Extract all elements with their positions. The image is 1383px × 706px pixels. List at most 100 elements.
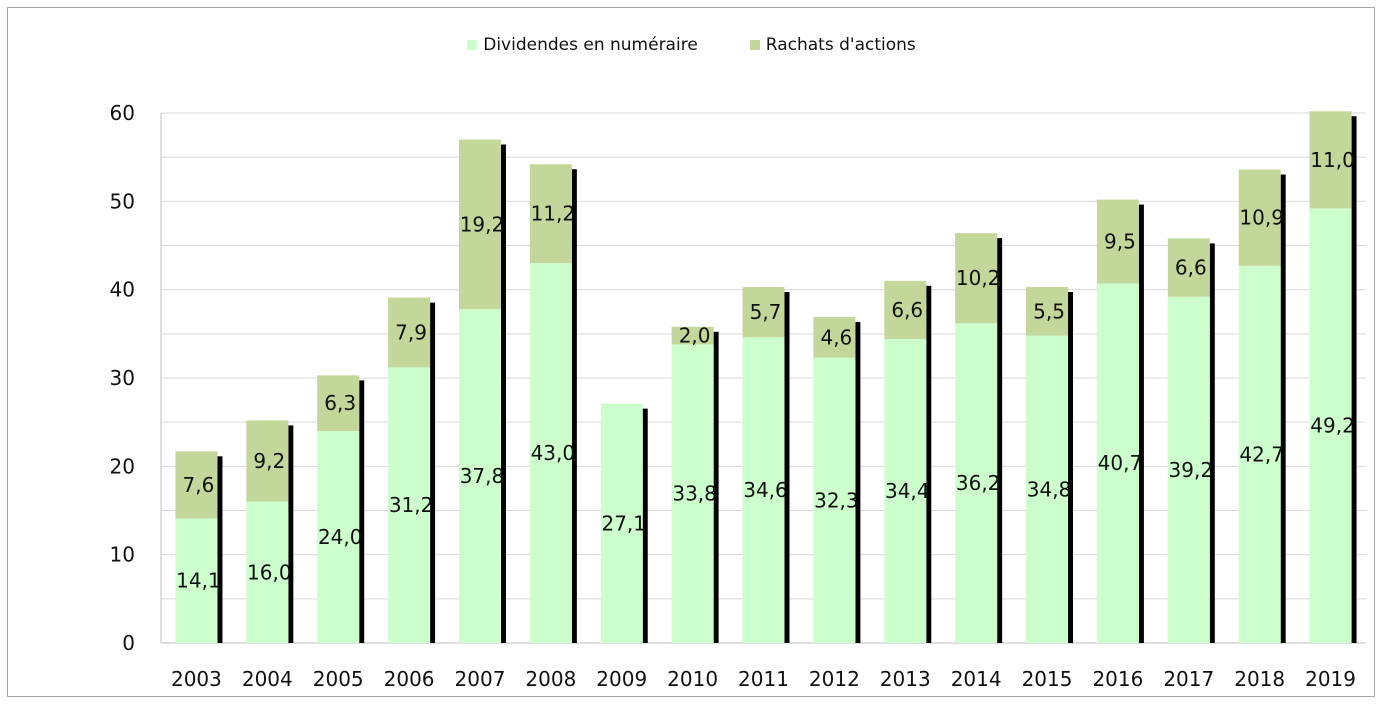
- bar-buybacks: [246, 420, 289, 502]
- x-tick-label: 2014: [951, 667, 1002, 691]
- x-tick-label: 2007: [455, 667, 506, 691]
- x-tick-label: 2011: [738, 667, 789, 691]
- bar-dividends: [175, 518, 218, 643]
- x-tick-label: 2008: [525, 667, 576, 691]
- bar-dividends: [246, 501, 289, 643]
- data-label-buybacks: 7,6: [183, 473, 215, 497]
- data-label-dividends: 39,2: [1169, 458, 1214, 482]
- legend-swatch-dividends: [467, 40, 478, 50]
- data-label-dividends: 37,8: [460, 464, 505, 488]
- bar-dividends: [1096, 283, 1139, 643]
- data-label-buybacks: 6,6: [1175, 256, 1207, 280]
- data-label-dividends: 43,0: [531, 441, 576, 465]
- y-tick-label: 0: [122, 631, 135, 655]
- x-tick-label: 2012: [809, 667, 860, 691]
- bar-buybacks: [955, 233, 998, 324]
- bar-shadow: [997, 238, 1003, 643]
- bar-dividends: [1026, 335, 1069, 643]
- legend-label-dividends: Dividendes en numéraire: [483, 35, 698, 55]
- data-label-dividends: 24,0: [318, 525, 363, 549]
- bar-shadow: [855, 322, 861, 643]
- bar-dividends: [1309, 208, 1352, 643]
- bar-shadow: [1138, 204, 1144, 644]
- x-tick-label: 2004: [242, 667, 293, 691]
- bar-buybacks: [671, 326, 714, 345]
- data-label-dividends: 34,4: [885, 479, 930, 503]
- bar-buybacks: [1309, 111, 1352, 209]
- data-label-buybacks: 5,7: [750, 300, 782, 324]
- bar-buybacks: [1096, 199, 1139, 284]
- y-tick-label: 50: [110, 189, 135, 213]
- y-tick-label: 20: [110, 454, 135, 478]
- data-label-dividends: 31,2: [389, 493, 434, 517]
- data-label-dividends: 36,2: [956, 471, 1001, 495]
- bar-shadow: [1209, 243, 1215, 643]
- bar-buybacks: [388, 297, 431, 368]
- bar-dividends: [600, 403, 643, 643]
- bar-shadow: [926, 285, 932, 643]
- bar-dividends: [1238, 265, 1281, 643]
- bar-dividends: [388, 367, 431, 643]
- x-tick-label: 2016: [1092, 667, 1143, 691]
- x-tick-label: 2010: [667, 667, 718, 691]
- data-label-buybacks: 19,2: [460, 212, 505, 236]
- bar-shadow: [571, 169, 577, 643]
- data-label-dividends: 27,1: [601, 511, 646, 535]
- x-tick-label: 2009: [596, 667, 647, 691]
- bar-buybacks: [1026, 287, 1069, 336]
- x-tick-label: 2003: [171, 667, 222, 691]
- data-label-buybacks: 6,6: [891, 298, 923, 322]
- data-label-buybacks: 10,9: [1239, 206, 1284, 230]
- legend-label-buybacks: Rachats d'actions: [765, 35, 916, 55]
- data-label-dividends: 14,1: [176, 569, 221, 593]
- bar-shadow: [430, 302, 436, 643]
- data-label-dividends: 16,0: [247, 560, 292, 584]
- y-tick-label: 40: [110, 278, 135, 302]
- data-label-buybacks: 6,3: [324, 391, 356, 415]
- chart-legend: Dividendes en numéraire Rachats d'action…: [0, 35, 1383, 55]
- legend-item-buybacks: Rachats d'actions: [749, 35, 916, 55]
- legend-item-dividends: Dividendes en numéraire: [467, 35, 698, 55]
- bar-buybacks: [813, 317, 856, 358]
- bar-shadow: [713, 331, 719, 643]
- data-label-buybacks: 11,0: [1310, 148, 1355, 172]
- bar-dividends: [529, 263, 572, 643]
- data-label-dividends: 42,7: [1239, 442, 1284, 466]
- x-tick-label: 2015: [1022, 667, 1073, 691]
- bar-buybacks: [458, 139, 501, 310]
- x-tick-label: 2013: [880, 667, 931, 691]
- data-label-buybacks: 2,0: [679, 324, 711, 348]
- data-label-buybacks: 10,2: [956, 266, 1001, 290]
- y-tick-label: 60: [110, 101, 135, 125]
- x-tick-label: 2017: [1163, 667, 1214, 691]
- x-tick-label: 2018: [1234, 667, 1285, 691]
- bar-shadow: [1280, 174, 1286, 644]
- data-label-dividends: 33,8: [672, 482, 717, 506]
- bar-shadow: [500, 144, 506, 643]
- data-label-buybacks: 11,2: [531, 202, 576, 226]
- legend-swatch-buybacks: [749, 40, 760, 50]
- x-tick-label: 2006: [384, 667, 435, 691]
- bar-shadow: [1351, 116, 1357, 643]
- bar-buybacks: [317, 375, 360, 431]
- data-label-dividends: 32,3: [814, 488, 859, 512]
- bar-dividends: [742, 337, 785, 643]
- bar-dividends: [317, 431, 360, 643]
- bar-dividends: [458, 309, 501, 643]
- bar-dividends: [1167, 296, 1210, 643]
- data-label-dividends: 34,6: [743, 478, 788, 502]
- data-label-dividends: 49,2: [1310, 414, 1355, 438]
- data-label-buybacks: 5,5: [1033, 299, 1065, 323]
- bar-buybacks: [884, 280, 927, 340]
- data-label-dividends: 40,7: [1098, 451, 1143, 475]
- bar-shadow: [217, 456, 223, 643]
- bar-shadow: [288, 425, 294, 643]
- bar-buybacks: [742, 287, 785, 338]
- bar-shadow: [784, 292, 790, 643]
- bar-dividends: [813, 357, 856, 643]
- data-label-buybacks: 9,5: [1104, 230, 1136, 254]
- bar-dividends: [671, 344, 714, 643]
- bar-shadow: [359, 380, 365, 643]
- y-tick-label: 10: [110, 543, 135, 567]
